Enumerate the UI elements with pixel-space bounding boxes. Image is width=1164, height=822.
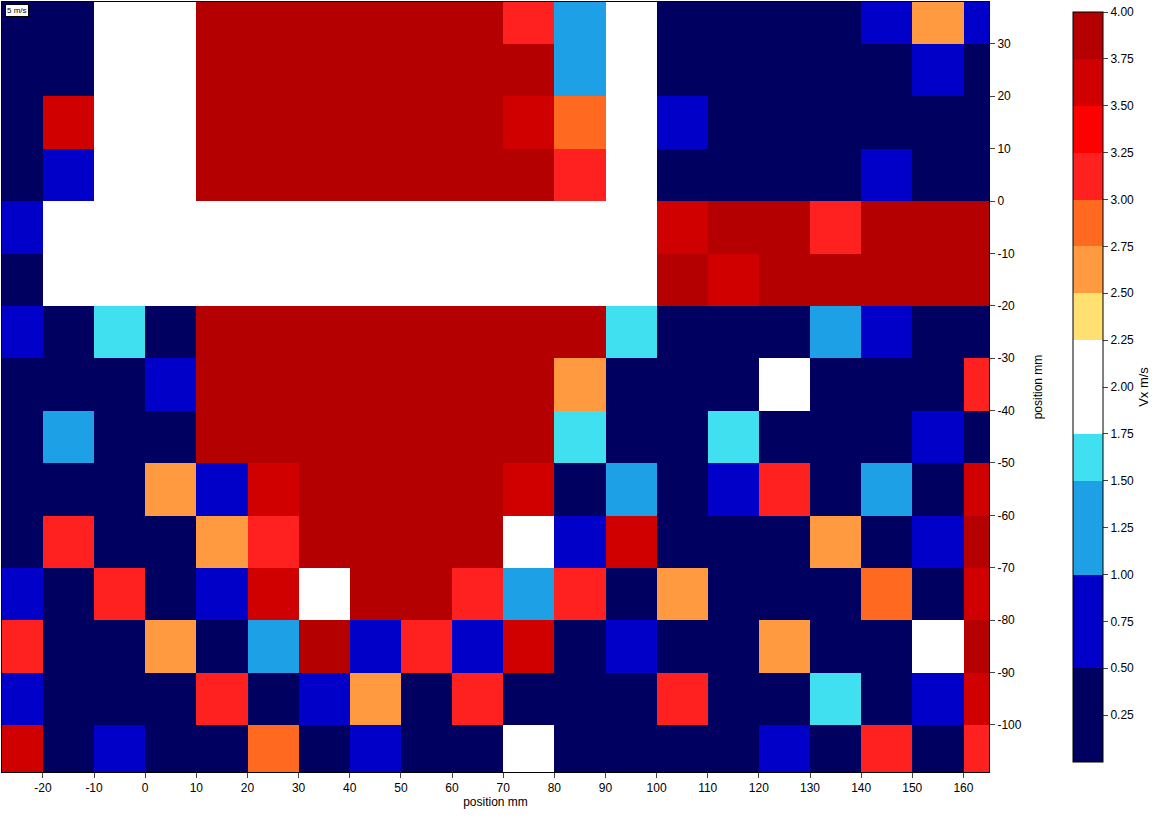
svg-text:-100: -100 bbox=[997, 718, 1021, 732]
svg-text:3.25: 3.25 bbox=[1110, 146, 1134, 160]
svg-text:20: 20 bbox=[997, 89, 1011, 103]
svg-text:1.25: 1.25 bbox=[1110, 521, 1134, 535]
svg-text:0.50: 0.50 bbox=[1110, 661, 1134, 675]
svg-text:90: 90 bbox=[599, 781, 613, 795]
svg-text:0.25: 0.25 bbox=[1110, 708, 1134, 722]
svg-text:0: 0 bbox=[142, 781, 149, 795]
svg-text:-40: -40 bbox=[997, 404, 1015, 418]
svg-text:-10: -10 bbox=[997, 247, 1015, 261]
svg-text:30: 30 bbox=[292, 781, 306, 795]
svg-text:160: 160 bbox=[953, 781, 973, 795]
svg-text:-80: -80 bbox=[997, 613, 1015, 627]
svg-text:150: 150 bbox=[902, 781, 922, 795]
svg-text:100: 100 bbox=[647, 781, 667, 795]
svg-text:10: 10 bbox=[190, 781, 204, 795]
svg-text:2.75: 2.75 bbox=[1110, 240, 1134, 254]
svg-text:position mm: position mm bbox=[1031, 355, 1045, 420]
svg-text:1.50: 1.50 bbox=[1110, 474, 1134, 488]
svg-text:20: 20 bbox=[241, 781, 255, 795]
svg-text:30: 30 bbox=[997, 37, 1011, 51]
svg-text:130: 130 bbox=[800, 781, 820, 795]
svg-text:-20: -20 bbox=[997, 299, 1015, 313]
svg-text:140: 140 bbox=[851, 781, 871, 795]
svg-text:4.00: 4.00 bbox=[1110, 5, 1134, 19]
svg-text:-30: -30 bbox=[997, 351, 1015, 365]
svg-text:-20: -20 bbox=[34, 781, 52, 795]
svg-text:50: 50 bbox=[394, 781, 408, 795]
svg-text:position mm: position mm bbox=[463, 795, 528, 809]
svg-text:3.75: 3.75 bbox=[1110, 52, 1134, 66]
svg-text:40: 40 bbox=[343, 781, 357, 795]
svg-text:-70: -70 bbox=[997, 561, 1015, 575]
svg-text:2.50: 2.50 bbox=[1110, 286, 1134, 300]
svg-text:70: 70 bbox=[496, 781, 510, 795]
svg-text:1.75: 1.75 bbox=[1110, 427, 1134, 441]
svg-text:-50: -50 bbox=[997, 456, 1015, 470]
svg-text:60: 60 bbox=[445, 781, 459, 795]
svg-text:3.50: 3.50 bbox=[1110, 99, 1134, 113]
svg-text:110: 110 bbox=[698, 781, 717, 795]
svg-text:0.75: 0.75 bbox=[1110, 615, 1134, 629]
svg-text:1.00: 1.00 bbox=[1110, 568, 1134, 582]
svg-text:-60: -60 bbox=[997, 509, 1015, 523]
svg-text:5 m/s: 5 m/s bbox=[7, 6, 27, 15]
svg-text:2.00: 2.00 bbox=[1110, 380, 1134, 394]
svg-text:Vx m/s: Vx m/s bbox=[1136, 367, 1151, 407]
svg-text:0: 0 bbox=[997, 194, 1004, 208]
svg-text:3.00: 3.00 bbox=[1110, 193, 1134, 207]
svg-text:10: 10 bbox=[997, 142, 1011, 156]
svg-text:-10: -10 bbox=[85, 781, 103, 795]
svg-text:-90: -90 bbox=[997, 666, 1015, 680]
svg-text:2.25: 2.25 bbox=[1110, 333, 1134, 347]
svg-text:120: 120 bbox=[749, 781, 769, 795]
svg-text:80: 80 bbox=[548, 781, 562, 795]
